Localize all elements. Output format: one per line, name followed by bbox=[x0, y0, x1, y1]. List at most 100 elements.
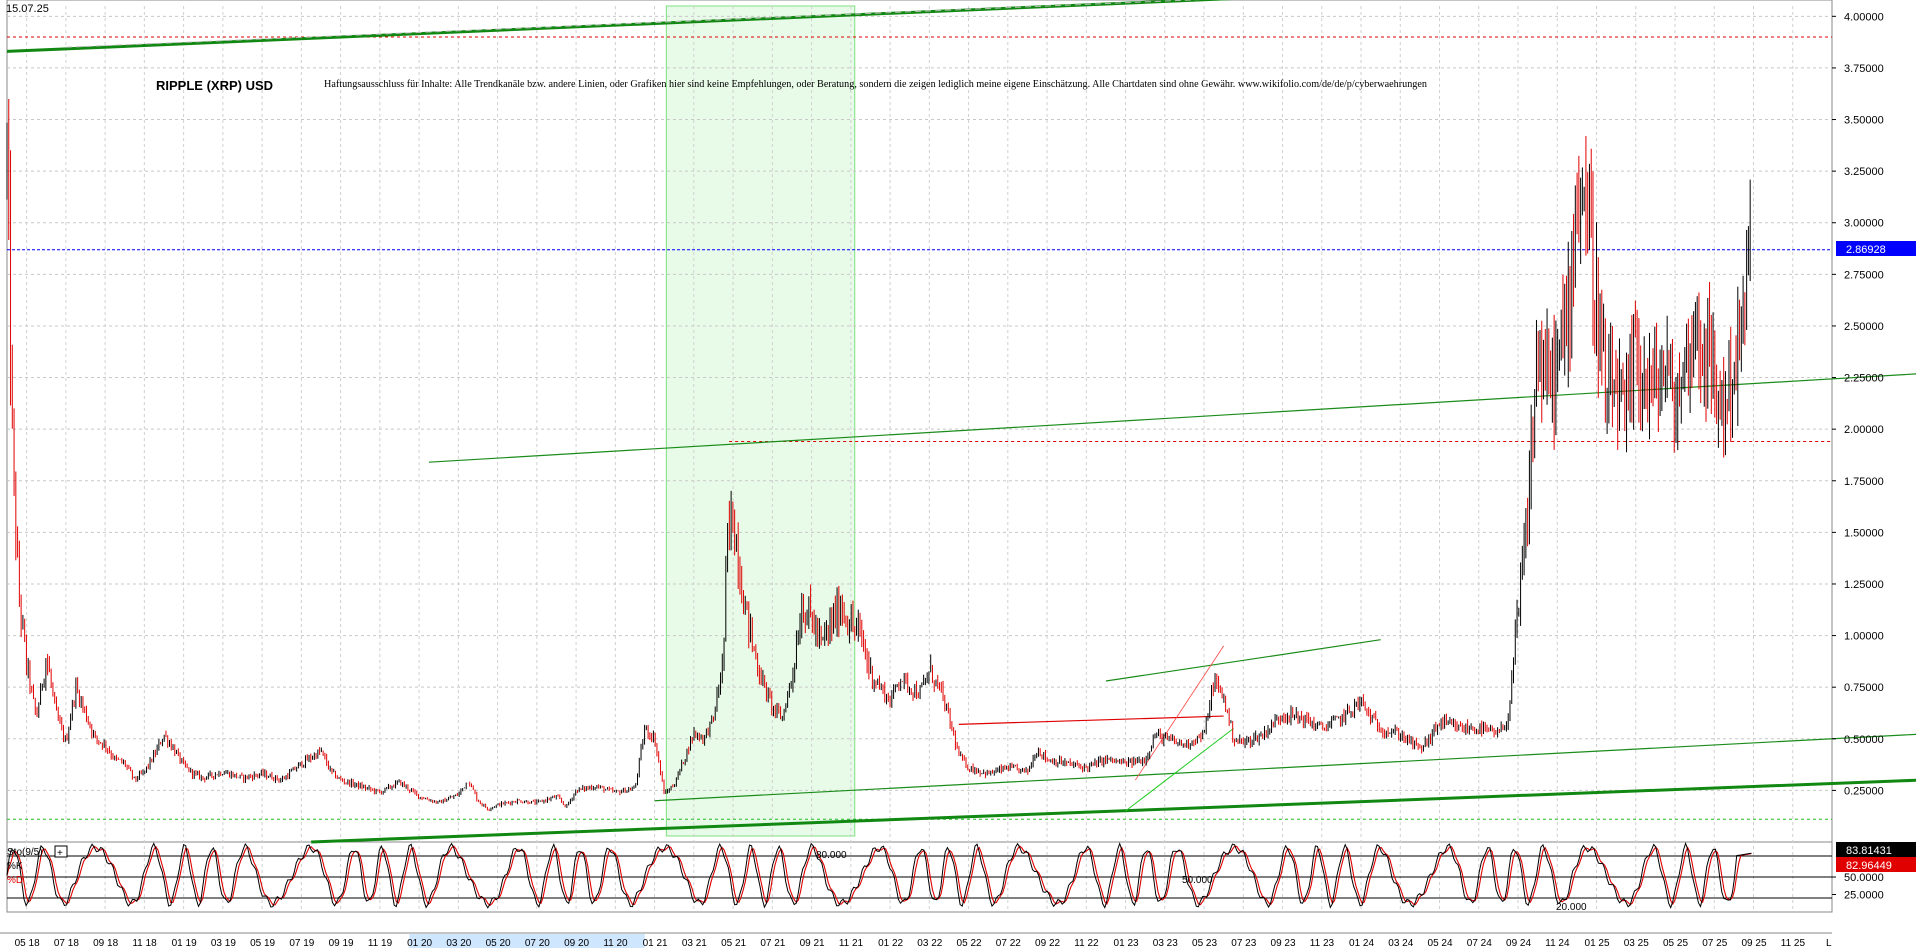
x-tick-label: 07 19 bbox=[289, 938, 314, 948]
x-tick-label: 09 25 bbox=[1742, 938, 1767, 948]
price-panel-frame bbox=[6, 0, 1833, 843]
y-tick-label: 3.25000 bbox=[1844, 166, 1884, 178]
x-axis: 05 18 07 18 09 18 11 18 01 19 03 19 05 19 07 19… bbox=[0, 932, 1916, 948]
x-tick-label: 07 20 bbox=[525, 938, 550, 948]
x-tick-label: 09 21 bbox=[800, 938, 825, 948]
stoch-k-label: %K bbox=[7, 861, 23, 872]
x-tick-label: 09 23 bbox=[1271, 938, 1296, 948]
x-tick-label: 07 22 bbox=[996, 938, 1021, 948]
x-axis-end-marker: L bbox=[1826, 938, 1832, 948]
x-tick-label: 09 19 bbox=[329, 938, 354, 948]
x-tick-label: 03 25 bbox=[1624, 938, 1649, 948]
trend-line bbox=[6, 0, 1234, 53]
stoch-d-value: 82.96449 bbox=[1846, 860, 1892, 872]
last-price-badge: 2.86928 bbox=[1836, 241, 1916, 256]
x-tick-label: 01 21 bbox=[643, 938, 668, 948]
x-tick-label: 07 24 bbox=[1467, 938, 1492, 948]
x-tick-label: 03 20 bbox=[446, 938, 471, 948]
x-tick-label: 09 20 bbox=[564, 938, 589, 948]
stoch-y-tick-label: 50.0000 bbox=[1844, 872, 1884, 884]
stoch-settings-button[interactable]: + bbox=[54, 845, 68, 859]
stoch-d-label: %D bbox=[7, 875, 23, 886]
x-tick-label: 11 23 bbox=[1310, 938, 1335, 948]
x-tick-label: 11 20 bbox=[603, 938, 628, 948]
x-tick-label: 03 24 bbox=[1388, 938, 1413, 948]
price-series-layer bbox=[6, 98, 1751, 812]
x-tick-label: 01 24 bbox=[1349, 938, 1374, 948]
trend-line bbox=[1105, 639, 1381, 682]
stoch-indicator-title: Sto(9/5) bbox=[7, 847, 43, 858]
date-label: 15.07.25 bbox=[6, 3, 49, 15]
x-tick-label: 11 24 bbox=[1545, 938, 1570, 948]
x-tick-label: 01 20 bbox=[407, 938, 432, 948]
plus-icon: + bbox=[57, 848, 63, 859]
y-tick-label: 2.75000 bbox=[1844, 269, 1884, 281]
y-tick-label: 2.00000 bbox=[1844, 424, 1884, 436]
x-tick-label: 09 22 bbox=[1035, 938, 1060, 948]
stochastic-layer bbox=[6, 841, 1832, 909]
stoch-d-line bbox=[6, 845, 1752, 907]
x-tick-label: 01 22 bbox=[878, 938, 903, 948]
highlight-zone bbox=[665, 5, 856, 837]
x-axis-highlight-band bbox=[409, 934, 645, 948]
x-tick-label: 05 22 bbox=[957, 938, 982, 948]
horizontal-levels-layer bbox=[7, 36, 1832, 820]
x-tick-label: 11 19 bbox=[368, 938, 393, 948]
y-tick-label: 3.00000 bbox=[1844, 218, 1884, 230]
x-tick-label: 07 25 bbox=[1702, 938, 1727, 948]
highlight-zone-layer bbox=[665, 5, 856, 837]
x-tick-label: 07 21 bbox=[760, 938, 785, 948]
chart-title: RIPPLE (XRP) USD bbox=[156, 78, 273, 93]
stoch-level-20-label: 20.000 bbox=[1556, 902, 1587, 913]
y-tick-label: 1.75000 bbox=[1844, 476, 1884, 488]
x-tick-label: 11 21 bbox=[839, 938, 864, 948]
y-tick-label: 2.25000 bbox=[1844, 373, 1884, 385]
x-tick-label: 05 19 bbox=[250, 938, 275, 948]
trend-line bbox=[65, 0, 1202, 48]
x-tick-label: 01 19 bbox=[172, 938, 197, 948]
y-tick-label: 3.50000 bbox=[1844, 115, 1884, 127]
disclaimer-text: Haftungsausschluss für Inhalte: Alle Tre… bbox=[324, 79, 1427, 90]
y-tick-label: 2.50000 bbox=[1844, 321, 1884, 333]
x-tick-label: 11 18 bbox=[132, 938, 157, 948]
x-tick-label: 03 21 bbox=[682, 938, 707, 948]
grid-layer bbox=[6, 0, 1833, 913]
x-tick-label: 07 23 bbox=[1231, 938, 1256, 948]
stoch-k-value: 83.81431 bbox=[1846, 845, 1892, 857]
x-tick-label: 05 20 bbox=[486, 938, 511, 948]
axes-layer: 4.00000 3.75000 3.50000 3.25000 3.00000 2.750… bbox=[1832, 11, 1884, 902]
trend-line bbox=[1125, 728, 1234, 812]
stoch-k-badge: 83.81431 bbox=[1836, 842, 1916, 857]
trend-line bbox=[428, 373, 1916, 463]
trend-line bbox=[311, 778, 1916, 844]
y-tick-label: 0.75000 bbox=[1844, 682, 1884, 694]
y-tick-label: 0.25000 bbox=[1844, 785, 1884, 797]
x-tick-label: 01 25 bbox=[1585, 938, 1610, 948]
stoch-k-line bbox=[6, 841, 1752, 909]
x-tick-label: 01 23 bbox=[1114, 938, 1139, 948]
stoch-level-80-label: 80.000 bbox=[816, 850, 847, 861]
x-tick-label: 05 21 bbox=[721, 938, 746, 948]
x-tick-label: 05 23 bbox=[1192, 938, 1217, 948]
y-tick-label: 0.50000 bbox=[1844, 734, 1884, 746]
x-tick-label: 03 22 bbox=[917, 938, 942, 948]
x-tick-label: 05 18 bbox=[15, 938, 40, 948]
trend-lines-layer bbox=[6, 0, 1916, 844]
x-tick-label: 09 18 bbox=[93, 938, 118, 948]
y-tick-label: 1.25000 bbox=[1844, 579, 1884, 591]
last-price-label: 2.86928 bbox=[1846, 244, 1886, 256]
x-tick-label: 07 18 bbox=[54, 938, 79, 948]
stoch-d-badge: 82.96449 bbox=[1836, 857, 1916, 872]
x-tick-label: 09 24 bbox=[1506, 938, 1531, 948]
x-tick-label: 05 25 bbox=[1663, 938, 1688, 948]
x-tick-label: 11 25 bbox=[1781, 938, 1806, 948]
stoch-y-tick-label: 25.0000 bbox=[1844, 890, 1884, 902]
x-tick-label: 03 19 bbox=[211, 938, 236, 948]
y-tick-label: 1.50000 bbox=[1844, 527, 1884, 539]
trend-line bbox=[654, 733, 1916, 802]
x-tick-label: 11 22 bbox=[1074, 938, 1099, 948]
y-tick-label: 4.00000 bbox=[1844, 11, 1884, 23]
trend-line bbox=[1135, 645, 1225, 781]
y-tick-label: 1.00000 bbox=[1844, 631, 1884, 643]
x-tick-label: 03 23 bbox=[1153, 938, 1178, 948]
